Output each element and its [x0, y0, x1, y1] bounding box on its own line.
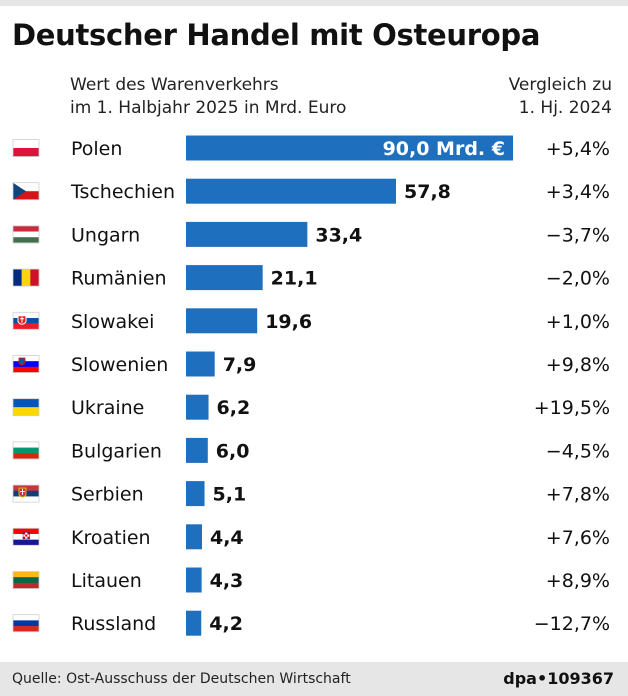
- comparison-header: Vergleich zu 1. Hj. 2024: [509, 74, 612, 120]
- flag-lithuania-icon: [12, 571, 40, 589]
- flag-poland-icon: [12, 139, 40, 157]
- bar-chart: Polen 90,0 Mrd. € +5,4% Tschechien 57,8 +3,4%…: [12, 135, 610, 636]
- change-label: +7,8%: [546, 484, 610, 506]
- flag-slovenia-icon: [12, 355, 40, 373]
- value-label: 21,1: [271, 268, 318, 290]
- value-label: 57,8: [404, 181, 451, 203]
- country-label: Slowenien: [71, 354, 168, 376]
- comparison-header-line-2: 1. Hj. 2024: [518, 98, 612, 118]
- bar: [186, 178, 397, 204]
- change-label: −3,7%: [546, 224, 610, 246]
- chart-title: Deutscher Handel mit Osteuropa: [12, 18, 541, 52]
- bar: [186, 308, 258, 334]
- flag-czechia-icon: [12, 182, 40, 201]
- flag-bulgaria-icon: [12, 441, 40, 460]
- value-label: 33,4: [315, 224, 362, 246]
- value-label: 6,0: [216, 440, 250, 462]
- value-label: 4,3: [210, 570, 244, 592]
- bar: [186, 567, 202, 593]
- change-label: −2,0%: [546, 268, 610, 290]
- bar: [186, 221, 308, 247]
- value-label: 4,2: [209, 613, 243, 635]
- bar: [186, 437, 208, 463]
- value-label: 4,4: [210, 527, 244, 549]
- change-label: +3,4%: [546, 181, 610, 203]
- value-label: 7,9: [223, 354, 257, 376]
- change-label: +9,8%: [546, 354, 610, 376]
- country-label: Ukraine: [71, 397, 144, 419]
- footer: Quelle: Ost-Ausschuss der Deutschen Wirt…: [0, 662, 628, 696]
- change-label: −12,7%: [534, 613, 610, 635]
- top-rule: [0, 0, 628, 6]
- country-label: Litauen: [71, 570, 142, 592]
- country-label: Russland: [71, 613, 156, 635]
- bar: [186, 524, 202, 550]
- country-label: Kroatien: [71, 527, 151, 549]
- country-label: Ungarn: [71, 224, 140, 246]
- country-label: Serbien: [71, 484, 144, 506]
- bar: [186, 481, 205, 507]
- flag-croatia-icon: [12, 527, 40, 546]
- bar: [186, 351, 215, 377]
- flag-serbia-icon: [12, 484, 40, 503]
- chart-subtitle: Wert des Warenverkehrs im 1. Halbjahr 20…: [70, 74, 346, 120]
- change-label: +7,6%: [546, 527, 610, 549]
- credit-label: dpa•109367: [503, 669, 614, 688]
- country-label: Slowakei: [71, 311, 154, 333]
- change-label: +5,4%: [546, 138, 610, 160]
- country-label: Polen: [71, 138, 122, 160]
- bar: [186, 135, 513, 161]
- value-label: 5,1: [213, 484, 247, 506]
- bar: [186, 610, 202, 636]
- value-label: 19,6: [265, 311, 312, 333]
- change-label: +8,9%: [546, 570, 610, 592]
- subtitle-line-2: im 1. Halbjahr 2025 in Mrd. Euro: [70, 98, 347, 118]
- change-label: −4,5%: [546, 440, 610, 462]
- source-note: Quelle: Ost-Ausschuss der Deutschen Wirt…: [12, 671, 351, 687]
- comparison-header-line-1: Vergleich zu: [508, 75, 612, 95]
- subtitle-line-1: Wert des Warenverkehrs: [70, 75, 279, 95]
- flag-russia-icon: [12, 614, 40, 633]
- bar: [186, 265, 263, 291]
- change-label: +19,5%: [534, 397, 610, 419]
- change-label: +1,0%: [546, 311, 610, 333]
- flag-hungary-icon: [12, 225, 40, 244]
- country-label: Tschechien: [70, 181, 175, 203]
- country-label: Rumänien: [71, 268, 167, 290]
- flag-slovakia-icon: [12, 311, 40, 330]
- flag-romania-icon: [12, 268, 40, 287]
- value-label: 6,2: [217, 397, 251, 419]
- value-label: 90,0 Mrd. €: [383, 138, 505, 160]
- country-label: Bulgarien: [71, 440, 162, 462]
- bar: [186, 394, 209, 420]
- flag-ukraine-icon: [12, 398, 40, 417]
